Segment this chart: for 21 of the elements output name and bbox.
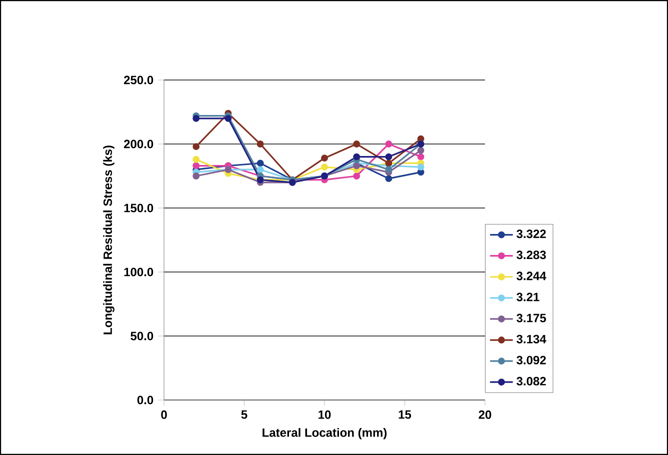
x-axis-title: Lateral Location (mm) (262, 428, 387, 440)
legend-label: 3.082 (516, 376, 546, 386)
legend-label: 3.134 (516, 334, 546, 344)
legend-label: 3.322 (516, 230, 546, 238)
x-tick-label: 15 (398, 410, 412, 419)
x-tick-label: 0 (161, 410, 167, 419)
x-tick-label: 10 (318, 410, 331, 419)
y-tick-label: 0.0 (137, 396, 154, 404)
legend-label: 3.283 (516, 250, 546, 260)
y-tick-label: 200.0 (124, 140, 154, 148)
legend-label: 3.175 (516, 314, 546, 322)
y-tick-label: 50.0 (130, 332, 154, 340)
y-tick-label: 100.0 (124, 268, 154, 276)
y-axis-title: Longitudinal Residual Stress (ks) (103, 146, 114, 334)
x-tick-label: 20 (478, 410, 492, 419)
legend-label: 3.21 (516, 292, 540, 302)
y-tick-label: 150.0 (124, 204, 154, 212)
y-tick-label: 250.0 (124, 76, 154, 84)
legend-label: 3.092 (516, 356, 546, 364)
legend-label: 3.244 (516, 272, 546, 280)
x-tick-label: 5 (241, 410, 248, 419)
